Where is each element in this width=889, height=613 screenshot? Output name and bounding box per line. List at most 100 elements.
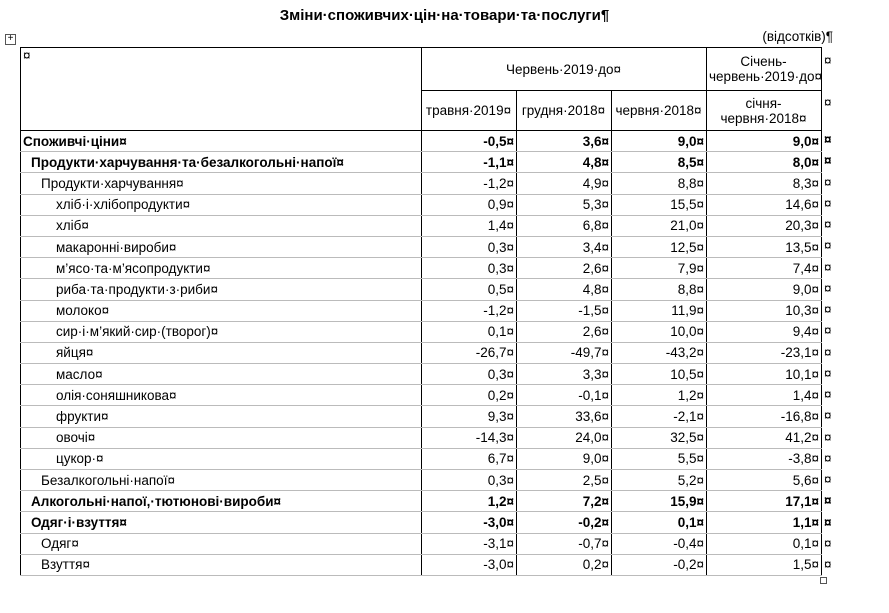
value-cell: 8,0¤ xyxy=(706,151,823,174)
value-cell: 6,8¤ xyxy=(516,214,612,237)
row-end-mark: ¤ xyxy=(824,408,832,424)
value-cell: 9,0¤ xyxy=(706,129,823,153)
row-end-mark: ¤ xyxy=(824,557,832,572)
value-cell: 6,7¤ xyxy=(421,447,517,471)
table-row: Продукти·харчування¤ -1,2¤ 4,9¤ 8,8¤ 8,3¤ xyxy=(20,172,823,195)
value-cell: 1,5¤ xyxy=(706,553,823,576)
table-row: Одяг¤ -3,1¤ -0,7¤ -0,4¤ 0,1¤ xyxy=(20,532,823,555)
row-label: Одяг·і·взуття¤ xyxy=(20,511,422,534)
value-cell: 7,4¤ xyxy=(706,257,823,280)
value-cell: 4,8¤ xyxy=(516,151,612,174)
row-label: масло¤ xyxy=(20,363,422,386)
value-cell: 14,6¤ xyxy=(706,193,823,216)
value-cell: 3,4¤ xyxy=(516,235,612,259)
value-cell: -0,2¤ xyxy=(516,511,612,534)
table-move-handle[interactable]: + xyxy=(5,34,16,45)
value-cell: -0,5¤ xyxy=(421,129,517,153)
value-cell: 17,1¤ xyxy=(706,490,823,513)
value-cell: 1,4¤ xyxy=(421,214,517,237)
value-cell: -23,1¤ xyxy=(706,341,823,365)
table-row: м’ясо·та·м’ясопродукти¤ 0,3¤ 2,6¤ 7,9¤ 7,4¤ xyxy=(20,257,823,280)
table-row: фрукти¤ 9,3¤ 33,6¤ -2,1¤ -16,8¤ xyxy=(20,405,823,428)
row-label: овочі¤ xyxy=(20,426,422,449)
row-label: Споживчі·ціни¤ xyxy=(20,129,422,153)
table-row: яйця¤ -26,7¤ -49,7¤ -43,2¤ -23,1¤ xyxy=(20,341,823,365)
corner-cell: ¤ xyxy=(20,47,422,131)
row-end-mark: ¤ xyxy=(824,472,832,487)
value-cell: 3,6¤ xyxy=(516,129,612,153)
value-cell: 9,0¤ xyxy=(610,129,708,153)
row-label: сир·і·м’який·сир·(творог)¤ xyxy=(20,320,422,343)
value-cell: 15,5¤ xyxy=(610,193,708,216)
row-end-mark: ¤ xyxy=(824,53,832,68)
price-table: ¤ Червень·2019·до¤ Січень-червень·2019·д… xyxy=(20,47,823,576)
row-end-mark: ¤ xyxy=(824,429,832,445)
table-row: Продукти·харчування·та·безалкогольні·нап… xyxy=(20,151,823,174)
value-cell: -3,0¤ xyxy=(421,511,517,534)
row-end-mark: ¤ xyxy=(824,238,832,254)
row-label: риба·та·продукти·з·риби¤ xyxy=(20,278,422,301)
value-cell: 0,3¤ xyxy=(421,468,517,492)
value-cell: 20,3¤ xyxy=(706,214,823,237)
value-cell: 0,2¤ xyxy=(421,384,517,407)
value-cell: 5,2¤ xyxy=(610,468,708,492)
row-label: олія·соняшникова¤ xyxy=(20,384,422,407)
value-cell: -0,4¤ xyxy=(610,532,708,555)
table-row: овочі¤ -14,3¤ 24,0¤ 32,5¤ 41,2¤ xyxy=(20,426,823,449)
value-cell: 8,8¤ xyxy=(610,172,708,195)
value-cell: 10,5¤ xyxy=(610,363,708,386)
row-label: фрукти¤ xyxy=(20,405,422,428)
value-cell: 0,9¤ xyxy=(421,193,517,216)
value-cell: 9,0¤ xyxy=(706,278,823,301)
column-header: січня-червня·2018¤ xyxy=(706,90,823,131)
row-end-mark: ¤ xyxy=(824,132,832,147)
value-cell: -43,2¤ xyxy=(610,341,708,365)
table-row: Безалкогольні·напої¤ 0,3¤ 2,5¤ 5,2¤ 5,6¤ xyxy=(20,468,823,492)
value-cell: 0,3¤ xyxy=(421,363,517,386)
table-row: цукор·¤ 6,7¤ 9,0¤ 5,5¤ -3,8¤ xyxy=(20,447,823,471)
table-row: сир·і·м’який·сир·(творог)¤ 0,1¤ 2,6¤ 10,0¤ 9… xyxy=(20,320,823,343)
value-cell: 8,3¤ xyxy=(706,172,823,195)
row-end-mark: ¤ xyxy=(824,323,832,339)
table-row: Споживчі·ціни¤ -0,5¤ 3,6¤ 9,0¤ 9,0¤ xyxy=(20,129,823,153)
value-cell: -14,3¤ xyxy=(421,426,517,449)
row-end-mark: ¤ xyxy=(824,217,832,232)
value-cell: 12,5¤ xyxy=(610,235,708,259)
row-label: м’ясо·та·м’ясопродукти¤ xyxy=(20,257,422,280)
row-end-mark: ¤ xyxy=(824,514,832,530)
value-cell: -49,7¤ xyxy=(516,341,612,365)
value-cell: 5,3¤ xyxy=(516,193,612,216)
table-resize-handle[interactable] xyxy=(820,577,827,584)
value-cell: 0,5¤ xyxy=(421,278,517,301)
column-header: червня·2018¤ xyxy=(610,90,708,131)
value-cell: 0,1¤ xyxy=(610,511,708,534)
value-cell: -3,0¤ xyxy=(421,553,517,576)
value-cell: 7,2¤ xyxy=(516,490,612,513)
row-end-mark: ¤ xyxy=(824,153,832,169)
value-cell: 0,1¤ xyxy=(706,532,823,555)
value-cell: 5,6¤ xyxy=(706,468,823,492)
group-header: Січень-червень·2019·до¤ xyxy=(706,47,823,91)
value-cell: -1,1¤ xyxy=(421,151,517,174)
value-cell: -0,1¤ xyxy=(516,384,612,407)
value-cell: 1,4¤ xyxy=(706,384,823,407)
row-end-mark: ¤ xyxy=(824,387,832,402)
value-cell: 13,5¤ xyxy=(706,235,823,259)
row-label: Взуття¤ xyxy=(20,553,422,576)
value-cell: 15,9¤ xyxy=(610,490,708,513)
table-row: хліб·і·хлібопродукти¤ 0,9¤ 5,3¤ 15,5¤ 14,6¤ xyxy=(20,193,823,216)
value-cell: 41,2¤ xyxy=(706,426,823,449)
value-cell: 11,9¤ xyxy=(610,299,708,322)
row-end-mark: ¤ xyxy=(824,280,832,296)
table-row: Взуття¤ -3,0¤ 0,2¤ -0,2¤ 1,5¤ xyxy=(20,553,823,576)
value-cell: 8,5¤ xyxy=(610,151,708,174)
value-cell: 1,2¤ xyxy=(421,490,517,513)
value-cell: 2,6¤ xyxy=(516,320,612,343)
row-label: хліб·і·хлібопродукти¤ xyxy=(20,193,422,216)
value-cell: -0,7¤ xyxy=(516,532,612,555)
value-cell: 10,0¤ xyxy=(610,320,708,343)
value-cell: 2,6¤ xyxy=(516,257,612,280)
value-cell: -26,7¤ xyxy=(421,341,517,365)
value-cell: -0,2¤ xyxy=(610,553,708,576)
value-cell: 4,9¤ xyxy=(516,172,612,195)
